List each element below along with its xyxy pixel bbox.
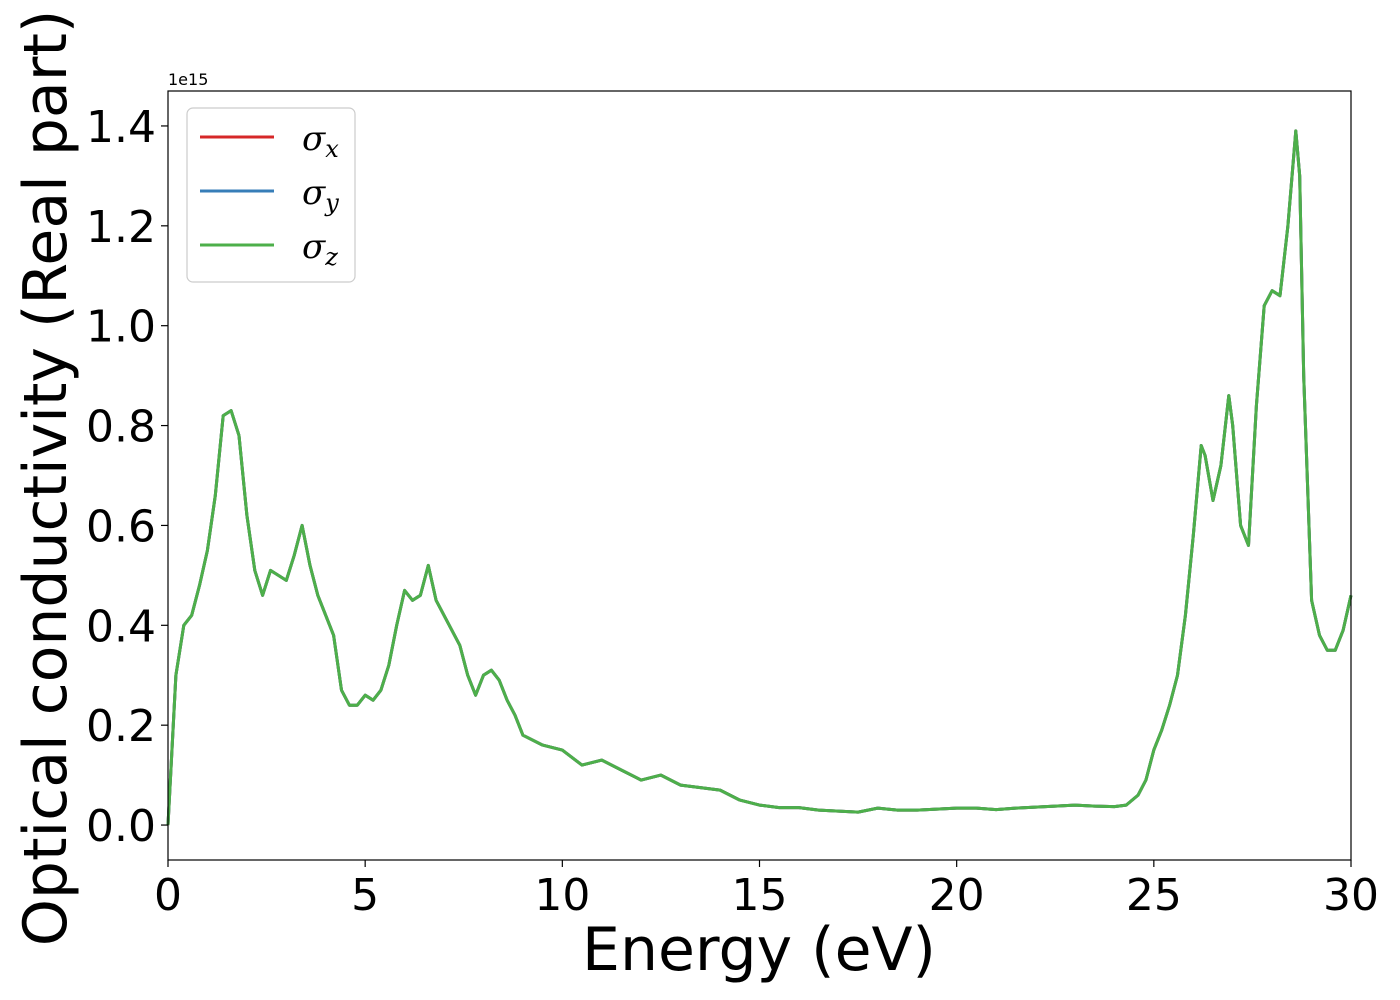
- x-tick-label: 25: [1126, 870, 1182, 921]
- y-axis-title: Optical conductivity (Real part): [11, 10, 81, 947]
- y-tick-label: 1.0: [86, 302, 156, 353]
- y-tick-label: 1.4: [86, 102, 156, 153]
- x-tick-label: 15: [732, 870, 788, 921]
- x-tick-label: 30: [1323, 870, 1379, 921]
- y-tick-label: 0.2: [86, 701, 156, 752]
- y-tick-label: 0.0: [86, 801, 156, 852]
- x-tick-label: 0: [154, 870, 182, 921]
- y-tick-label: 0.6: [86, 501, 156, 552]
- y-tick-label: 0.8: [86, 402, 156, 453]
- x-tick-label: 5: [351, 870, 379, 921]
- x-tick-label: 20: [929, 870, 985, 921]
- x-axis-title: Energy (eV): [582, 915, 936, 985]
- y-tick-label: 0.4: [86, 601, 156, 652]
- legend: σxσyσz: [187, 108, 355, 282]
- y-offset-label: 1e15: [168, 70, 208, 89]
- x-tick-label: 10: [534, 870, 590, 921]
- y-tick-label: 1.2: [86, 202, 156, 253]
